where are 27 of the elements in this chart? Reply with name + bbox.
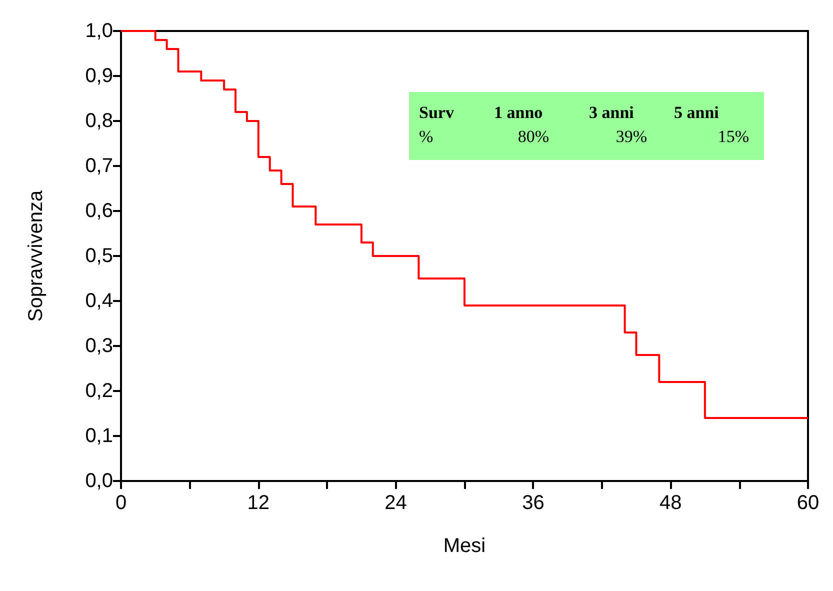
y-axis-title: Sopravvivenza bbox=[25, 190, 47, 322]
y-tick-label: 0,0 bbox=[85, 470, 113, 492]
annotation: 1 anno bbox=[494, 103, 543, 122]
annotation: % bbox=[419, 127, 434, 146]
annotation: 15% bbox=[718, 127, 749, 146]
x-tick-label: 24 bbox=[384, 492, 407, 514]
y-tick-label: 0,2 bbox=[85, 380, 113, 402]
x-axis-title: Mesi bbox=[443, 535, 486, 557]
y-tick-label: 0,1 bbox=[85, 425, 113, 447]
annotation: 3 anni bbox=[589, 103, 634, 122]
annotation: Surv bbox=[419, 103, 454, 122]
annotation: 80% bbox=[518, 127, 549, 146]
x-tick-label: 12 bbox=[247, 492, 270, 514]
y-tick-label: 0,5 bbox=[85, 245, 113, 267]
x-tick-label: 60 bbox=[796, 492, 820, 514]
x-tick-label: 48 bbox=[659, 492, 682, 514]
y-tick-label: 0,4 bbox=[85, 290, 113, 312]
y-tick-label: 1,0 bbox=[85, 20, 113, 42]
y-tick-label: 0,3 bbox=[85, 335, 113, 357]
annotation: 5 anni bbox=[674, 103, 720, 122]
y-tick-label: 0,9 bbox=[85, 65, 113, 87]
y-tick-label: 0,7 bbox=[85, 155, 113, 177]
x-tick-label: 36 bbox=[522, 492, 544, 514]
annotation: 39% bbox=[616, 127, 647, 146]
y-tick-label: 0,6 bbox=[85, 200, 113, 222]
y-tick-label: 0,8 bbox=[85, 110, 113, 132]
x-tick-label: 0 bbox=[115, 492, 127, 514]
